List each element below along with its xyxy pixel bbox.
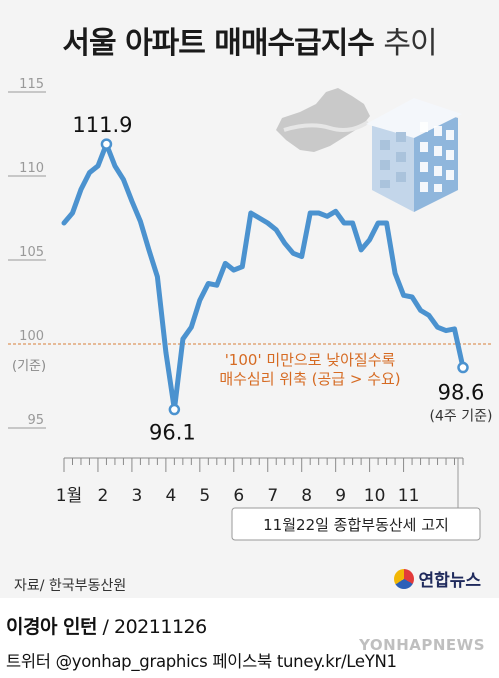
data-point [267, 222, 269, 224]
credits-footer [0, 598, 499, 678]
line-chart: 95 100 105 110 115 (기준) 1월 2 3 4 5 6 7 8 9 10 11 11월22일 … [8, 77, 492, 541]
title-main: 서울 아파트 매매수급지수 [62, 26, 374, 61]
watermark: YONHAPNEWS [359, 636, 485, 654]
event-box [231, 507, 481, 541]
data-point [216, 284, 218, 286]
data-point [233, 269, 235, 271]
data-point [369, 239, 371, 241]
y-tick-label: 105 [19, 245, 44, 260]
x-tick-label: 9 [335, 486, 346, 506]
data-point [454, 328, 456, 330]
series-line [61, 141, 466, 412]
min-label: 96.1 [149, 421, 196, 445]
apartment-building-illustration [366, 98, 462, 212]
title-suffix: 추이 [383, 26, 437, 61]
highlight-marker [457, 361, 469, 374]
yonhap-logo-text: 연합뉴스 [418, 571, 481, 591]
data-point [437, 326, 439, 328]
x-tick-label: 1월 [56, 486, 82, 506]
x-tick-label: 5 [199, 486, 210, 506]
max-label: 111.9 [72, 113, 132, 137]
highlight-marker [168, 403, 181, 416]
data-point [326, 215, 328, 217]
data-point [224, 262, 226, 264]
data-point [377, 222, 379, 224]
data-point [71, 212, 73, 214]
data-point [190, 326, 192, 328]
data-point [292, 252, 294, 254]
author-line: 이경아 인턴 / 20211126 [6, 612, 207, 639]
data-point [207, 283, 209, 285]
data-point [284, 242, 286, 244]
y-tick-label: 100 [19, 329, 44, 344]
data-point [156, 276, 158, 278]
y-tick-label: 95 [27, 413, 44, 428]
y-extra-label: (기준) [12, 359, 46, 374]
chart-title: 서울 아파트 매매수급지수 추이 [0, 18, 499, 62]
data-point [335, 210, 337, 212]
data-point [258, 217, 260, 219]
data-point [445, 330, 447, 332]
data-point [122, 178, 124, 180]
highlight-marker [100, 138, 113, 150]
x-tick-label: 8 [301, 486, 312, 506]
data-point [165, 351, 167, 353]
data-point [131, 200, 133, 202]
annotations: 111.9 96.1 98.6 (4주 기준) '100' 미만으로 낮아질수록매수심리… [72, 113, 492, 444]
data-point [241, 266, 243, 268]
author-name: 이경아 인턴 [6, 616, 98, 638]
x-tick-label: 3 [132, 486, 143, 506]
data-point [309, 212, 311, 214]
social-links: 트위터 @yonhap_graphics 페이스북 tuney.kr/LeYN1 [6, 652, 397, 671]
data-point [343, 222, 345, 224]
x-tick-label: 6 [233, 486, 244, 506]
event-label: 11월22일 종합부동산세 고지 [263, 516, 449, 534]
data-point [386, 222, 388, 224]
series-path [61, 141, 466, 412]
y-tick-label: 110 [19, 161, 44, 176]
x-tick-label: 2 [98, 486, 109, 506]
data-point [411, 296, 413, 298]
reference-note-line: '100' 미만으로 낮아질수록 [225, 351, 396, 369]
x-tick-label: 4 [165, 486, 176, 506]
data-point [148, 249, 150, 251]
data-point [275, 229, 277, 231]
x-tick-label: 11 [398, 486, 420, 506]
y-tick-label: 115 [19, 77, 44, 92]
data-point [394, 272, 396, 274]
data-point [318, 212, 320, 214]
seoul-map-illustration [276, 88, 370, 152]
data-point [250, 212, 252, 214]
data-point [199, 299, 201, 301]
x-tick-label: 7 [267, 486, 278, 506]
data-point [301, 256, 303, 258]
data-point [114, 165, 116, 167]
last-note: (4주 기준) [430, 409, 493, 425]
data-point [88, 172, 90, 174]
data-point [428, 314, 430, 316]
x-tick-label: 10 [364, 486, 386, 506]
source-label: 자료/ 한국부동산원 [14, 578, 127, 594]
data-point [420, 309, 422, 311]
data-point [352, 222, 354, 224]
y-axis: 95 100 105 110 115 (기준) [8, 77, 46, 429]
data-point [63, 222, 65, 224]
data-point [97, 165, 99, 167]
data-point [360, 249, 362, 251]
author-date: / 20211126 [97, 616, 208, 638]
reference-note-line: 매수심리 위축 (공급 > 수요) [219, 370, 400, 388]
yonhap-logo-icon [394, 568, 415, 589]
x-axis: 1월 2 3 4 5 6 7 8 9 10 11 11월22일 종합부동산세 고지 [56, 457, 481, 541]
data-point [182, 338, 184, 340]
yonhap-logo: 연합뉴스 [394, 566, 481, 591]
last-label: 98.6 [438, 381, 485, 405]
data-point [80, 188, 82, 190]
data-point [139, 220, 141, 222]
data-point [403, 294, 405, 296]
